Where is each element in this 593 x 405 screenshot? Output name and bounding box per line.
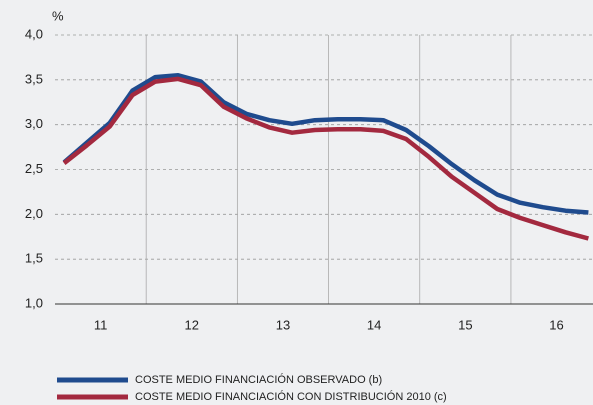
y-tick-label: 3,0 — [25, 116, 43, 131]
y-unit: % — [52, 8, 64, 23]
y-tick-label: 4,0 — [25, 26, 43, 41]
series-line — [62, 73, 589, 215]
x-tick-label: 12 — [185, 317, 199, 332]
y-tick-label: 2,5 — [25, 161, 43, 176]
x-tick-label: 15 — [458, 317, 472, 332]
y-tick-label: 3,5 — [25, 71, 43, 86]
x-tick-label: 16 — [549, 317, 563, 332]
y-tick-label: 1,0 — [25, 295, 43, 310]
legend-label: COSTE MEDIO FINANCIACIÓN CON DISTRIBUCIÓ… — [135, 390, 447, 403]
x-tick-label: 13 — [276, 317, 290, 332]
y-tick-label: 1,5 — [25, 251, 43, 266]
x-tick-label: 11 — [94, 317, 108, 332]
x-tick-label: 14 — [367, 317, 381, 332]
series-line — [62, 76, 589, 241]
y-tick-label: 2,0 — [25, 206, 43, 221]
legend-label: COSTE MEDIO FINANCIACIÓN OBSERVADO (b) — [135, 373, 382, 386]
